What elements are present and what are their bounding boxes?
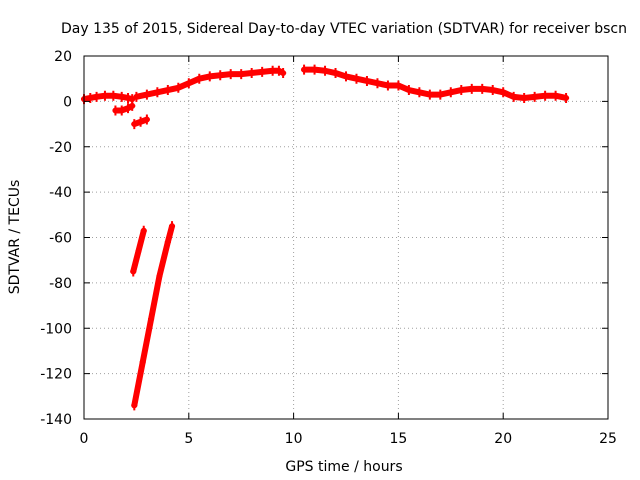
y-tick-labels: -140 -120 -100 -80 -60 -40 -20 0 20 <box>40 49 72 428</box>
plot-frame <box>83 55 609 420</box>
data-point <box>489 85 496 96</box>
data-point <box>405 85 412 96</box>
x-tick-label: 20 <box>494 431 512 447</box>
data-point <box>110 90 117 101</box>
data-point <box>87 92 94 103</box>
data-point <box>510 91 517 102</box>
data-point <box>125 92 132 103</box>
data-point <box>542 90 549 101</box>
data-point <box>563 92 570 103</box>
data-point <box>125 103 132 114</box>
data-point <box>395 80 402 91</box>
data-point <box>196 73 203 84</box>
data-point <box>164 85 171 96</box>
data-point <box>185 78 192 89</box>
data-point <box>479 83 486 94</box>
grid <box>84 56 608 419</box>
x-tick-label: 25 <box>599 431 617 447</box>
y-tick-label: -140 <box>40 412 72 428</box>
x-tick-label: 15 <box>389 431 407 447</box>
data-point <box>275 65 282 76</box>
data-point <box>269 65 276 76</box>
data-point <box>238 69 245 80</box>
data-point <box>143 114 150 125</box>
x-tick-label: 0 <box>80 431 89 447</box>
data-point <box>140 225 147 236</box>
data-point <box>154 87 161 98</box>
data-point <box>135 246 142 257</box>
data-point <box>301 64 308 75</box>
data-series-sdtvar <box>81 64 570 411</box>
data-point <box>426 89 433 100</box>
data-point <box>217 70 224 81</box>
data-point <box>500 87 507 98</box>
data-point <box>363 75 370 86</box>
data-point <box>280 68 287 79</box>
data-point <box>129 100 136 111</box>
y-tick-label: -120 <box>40 367 72 383</box>
data-point <box>169 221 176 232</box>
data-point <box>468 83 475 94</box>
x-tick-labels: 0 5 10 15 20 25 <box>80 431 617 447</box>
data-point <box>101 90 108 101</box>
data-point <box>175 82 182 93</box>
data-point <box>164 237 171 248</box>
data-point <box>137 116 144 127</box>
data-point <box>130 266 137 277</box>
data-point <box>531 91 538 102</box>
y-tick-label: -60 <box>49 231 72 247</box>
y-tick-label: -80 <box>49 276 72 292</box>
x-tick-label: 10 <box>285 431 303 447</box>
data-trace <box>112 102 136 114</box>
data-point <box>131 119 138 130</box>
data-point <box>343 71 349 82</box>
y-axis-label: SDTVAR / TECUs <box>7 180 23 295</box>
data-point <box>447 87 454 98</box>
data-point <box>131 400 138 411</box>
y-tick-label: -40 <box>49 185 72 201</box>
data-point <box>248 68 255 79</box>
data-point <box>118 105 125 116</box>
data-point <box>384 80 391 91</box>
chart-title: Day 135 of 2015, Sidereal Day-to-day VTE… <box>61 21 627 37</box>
data-point <box>156 271 163 282</box>
data-point <box>353 73 360 84</box>
axis-ticks <box>83 55 609 420</box>
data-point <box>416 87 423 98</box>
data-point <box>437 89 444 100</box>
data-point <box>133 91 140 102</box>
data-point <box>143 89 150 100</box>
data-point <box>112 105 119 116</box>
data-point <box>552 90 559 101</box>
data-point <box>118 91 125 102</box>
data-point <box>374 78 381 89</box>
y-tick-label: 0 <box>63 94 72 110</box>
data-trace <box>301 66 570 101</box>
data-point <box>148 314 155 325</box>
data-point <box>311 64 318 75</box>
data-point <box>332 68 339 79</box>
data-point <box>322 65 329 76</box>
data-point <box>259 66 266 77</box>
data-trace <box>133 67 287 100</box>
data-point <box>139 357 146 368</box>
data-point <box>521 92 528 103</box>
data-point <box>227 69 234 80</box>
y-tick-label: -20 <box>49 140 72 156</box>
y-tick-label: 20 <box>54 49 72 65</box>
x-axis-label: GPS time / hours <box>285 459 402 475</box>
data-point <box>206 71 213 82</box>
x-tick-label: 5 <box>184 431 193 447</box>
y-tick-label: -100 <box>40 321 72 337</box>
data-point <box>93 91 100 102</box>
data-point <box>458 85 465 96</box>
